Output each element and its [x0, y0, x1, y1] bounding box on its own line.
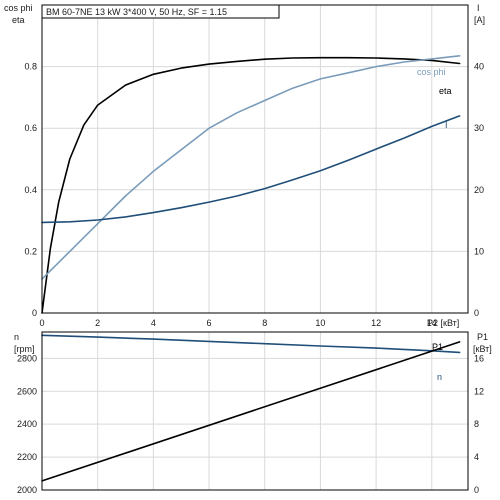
bottom-left-tick-label: 2000	[17, 485, 37, 495]
bottom-right-axis-unit-kw: [кВт]	[473, 344, 492, 354]
bottom-curve-p1	[41, 341, 461, 482]
bottom-right-tick-label: 16	[474, 353, 484, 363]
curve-label-n: n	[437, 372, 442, 382]
x-tick-label: 2	[95, 318, 100, 328]
x-tick-label: 12	[371, 318, 381, 328]
top-right-tick-labels: 0 10 20 30 40	[474, 62, 484, 318]
bottom-left-tick-label: 2200	[17, 452, 37, 462]
x-tick-label: 10	[315, 318, 325, 328]
left-axis-title-cosphi: cos phi	[4, 3, 33, 13]
chart-title: BM 60-7NE 13 kW 3*400 V, 50 Hz, SF = 1.1…	[46, 7, 227, 17]
curve-label-cosphi: cos phi	[417, 67, 446, 77]
bottom-left-axis-unit-rpm: [rpm]	[14, 344, 35, 354]
top-right-tick-label: 0	[474, 308, 479, 318]
x-tick-label: 8	[262, 318, 267, 328]
bottom-right-axis-title-p1: P1	[477, 332, 488, 342]
top-left-tick-label: 0	[32, 308, 37, 318]
title-box	[41, 4, 280, 19]
x-tick-label: 4	[151, 318, 156, 328]
bottom-left-tick-label: 2800	[17, 353, 37, 363]
left-axis-title-eta: eta	[12, 15, 25, 25]
top-panel-curves	[41, 54, 461, 314]
bottom-right-tick-label: 8	[474, 419, 479, 429]
curve-label-eta: eta	[439, 86, 452, 96]
top-x-tick-labels: 0 2 4 6 8 10 12 14	[39, 318, 436, 328]
top-left-tick-label: 0.6	[24, 123, 37, 133]
bottom-right-tick-label: 12	[474, 386, 484, 396]
curve-label-i: I	[445, 120, 448, 130]
top-left-tick-labels: 0 0.2 0.4 0.6 0.8	[24, 62, 37, 318]
top-curve-eta	[41, 56, 461, 314]
curve-label-p1: P1	[432, 342, 443, 352]
x-tick-label: 14	[427, 318, 437, 328]
top-left-tick-label: 0.4	[24, 185, 37, 195]
bottom-left-tick-label: 2600	[17, 386, 37, 396]
bottom-curve-n	[41, 334, 461, 354]
top-curve-i	[41, 115, 461, 224]
bottom-right-tick-label: 0	[474, 485, 479, 495]
bottom-panel-frame	[41, 331, 469, 491]
x-tick-label: 6	[207, 318, 212, 328]
bottom-left-axis-title-n: n	[14, 332, 19, 342]
top-curve-cos-phi	[41, 54, 461, 280]
top-right-tick-label: 40	[474, 62, 484, 72]
top-right-tick-label: 30	[474, 123, 484, 133]
top-left-tick-label: 0.2	[24, 246, 37, 256]
top-right-tick-label: 20	[474, 185, 484, 195]
bottom-panel-curves	[41, 334, 461, 482]
x-tick-label: 0	[39, 318, 44, 328]
top-right-tick-label: 10	[474, 246, 484, 256]
bottom-left-tick-labels: 2000 2200 2400 2600 2800	[17, 353, 37, 495]
x-axis-title: P2 [кВт]	[427, 318, 459, 328]
right-axis-title-i: I	[477, 3, 480, 13]
bottom-left-tick-label: 2400	[17, 419, 37, 429]
bottom-right-tick-labels: 0 4 8 12 16	[474, 353, 484, 495]
bottom-right-tick-label: 4	[474, 452, 479, 462]
top-left-tick-label: 0.8	[24, 62, 37, 72]
top-panel-grid	[42, 5, 468, 313]
bottom-panel-grid	[42, 332, 468, 490]
right-axis-unit-a: [A]	[474, 15, 485, 25]
